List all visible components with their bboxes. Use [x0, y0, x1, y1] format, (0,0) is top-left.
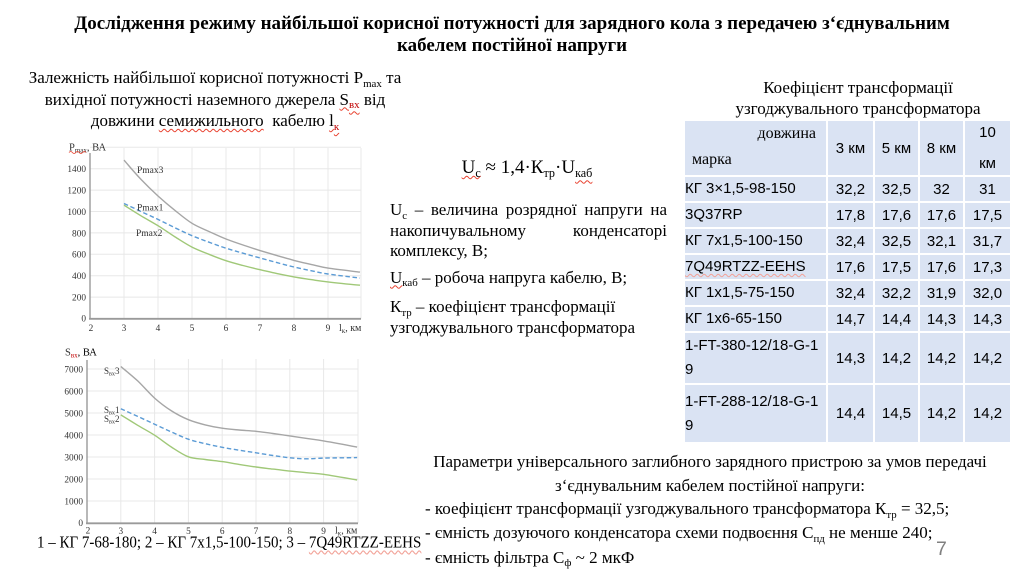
svg-text:0: 0 [78, 519, 83, 529]
svg-text:Pmax1: Pmax1 [137, 204, 164, 214]
svg-text:lк, км: lк, км [335, 526, 358, 538]
svg-text:2: 2 [86, 527, 91, 537]
svg-text:800: 800 [72, 229, 86, 239]
svg-text:1400: 1400 [67, 165, 86, 175]
svg-text:lк, км: lк, км [339, 323, 362, 335]
svg-text:5: 5 [190, 324, 195, 334]
svg-text:200: 200 [72, 294, 86, 304]
svg-text:1000: 1000 [67, 208, 86, 218]
svg-text:5000: 5000 [64, 410, 83, 420]
svg-text:600: 600 [72, 251, 86, 261]
svg-text:8: 8 [292, 324, 297, 334]
svg-text:7: 7 [254, 527, 259, 537]
svg-text:400: 400 [72, 272, 86, 282]
svg-text:1200: 1200 [67, 187, 86, 197]
svg-text:3000: 3000 [64, 454, 83, 464]
svg-text:8: 8 [287, 527, 292, 537]
svg-text:Sвх, ВА: Sвх, ВА [65, 348, 97, 360]
svg-text:0: 0 [81, 315, 86, 325]
svg-text:5: 5 [186, 527, 191, 537]
svg-text:Pmax2: Pmax2 [136, 229, 163, 239]
svg-text:3: 3 [118, 527, 123, 537]
svg-text:Sвх2: Sвх2 [104, 414, 120, 426]
svg-text:6: 6 [220, 527, 225, 537]
svg-text:2: 2 [89, 324, 94, 334]
svg-text:2000: 2000 [64, 476, 83, 486]
svg-text:7: 7 [258, 324, 263, 334]
svg-text:4000: 4000 [64, 432, 83, 442]
svg-text:1000: 1000 [64, 498, 83, 508]
svg-text:4: 4 [156, 324, 161, 334]
svg-text:Sвх3: Sвх3 [104, 366, 120, 378]
svg-text:9: 9 [326, 324, 331, 334]
svg-text:7000: 7000 [64, 366, 83, 376]
svg-text:6000: 6000 [64, 388, 83, 398]
svg-text:9: 9 [321, 527, 326, 537]
svg-text:Sвх1: Sвх1 [104, 405, 120, 417]
svg-text:6: 6 [224, 324, 229, 334]
svg-text:Pmax3: Pmax3 [137, 166, 164, 176]
svg-text:3: 3 [122, 324, 127, 334]
svg-text:4: 4 [152, 527, 157, 537]
svg-text:Pmax, ВА: Pmax, ВА [69, 143, 106, 155]
